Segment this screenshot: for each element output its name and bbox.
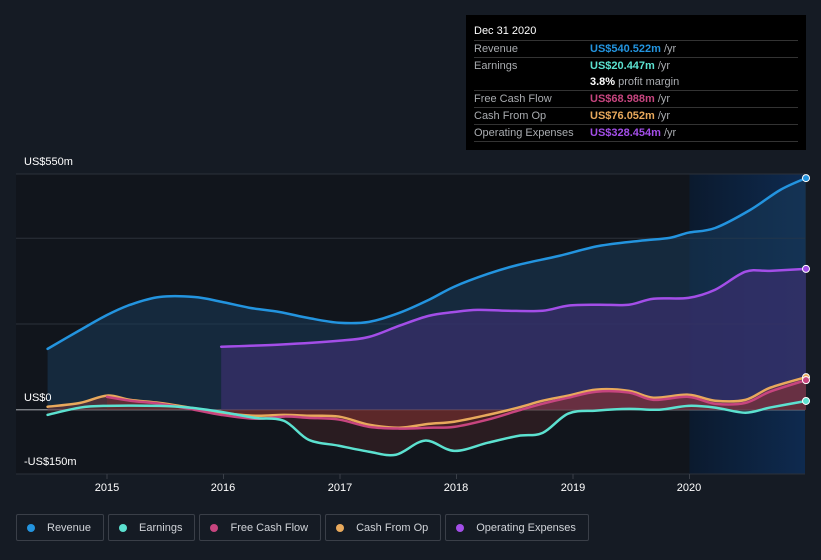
legend-item-earnings[interactable]: Earnings [108, 514, 196, 541]
x-tick-label-2019: 2019 [560, 482, 586, 494]
x-tick-label-2017: 2017 [327, 482, 353, 494]
legend-label: Operating Expenses [476, 521, 576, 534]
legend-dot-icon [210, 523, 219, 532]
tooltip-label: Cash From Op [474, 110, 547, 122]
x-tick-label-2018: 2018 [443, 482, 469, 494]
tooltip-label [474, 74, 590, 90]
tooltip-value: 3.8% [590, 76, 616, 88]
legend-label: Cash From Op [356, 521, 429, 534]
x-tick-label-2016: 2016 [210, 482, 236, 494]
y-tick-label-550: US$550m [24, 156, 73, 168]
x-tick-label-2020: 2020 [676, 482, 702, 494]
operating-expenses-area [221, 268, 807, 410]
operating-expenses-line [219, 267, 808, 348]
earnings-endpoint [802, 396, 810, 405]
tooltip-value: US$540.522m [590, 43, 661, 55]
x-tick-label-2015: 2015 [94, 482, 120, 494]
tooltip-value: US$76.052m [590, 110, 655, 122]
tooltip-unit: /yr [657, 60, 671, 72]
chart-legend: Revenue Earnings Free Cash Flow Cash Fro… [16, 514, 589, 541]
tooltip-unit: /yr [657, 110, 671, 122]
legend-label: Earnings [139, 521, 183, 534]
tooltip-date: Dec 31 2020 [474, 25, 537, 37]
tooltip-row-revenue: Revenue US$540.522m /yr [474, 40, 798, 57]
legend-dot-icon [119, 523, 128, 532]
chart [16, 173, 810, 479]
free-cash-flow-line [105, 378, 808, 430]
y-tick-label-0: US$0 [24, 392, 52, 404]
legend-dot-icon [27, 523, 35, 532]
tooltip-divider [474, 141, 798, 142]
legend-item-operating-expenses[interactable]: Operating Expenses [445, 514, 589, 541]
tooltip-row-operating-expenses: Operating Expenses US$328.454m /yr [474, 124, 798, 141]
tooltip-unit: profit margin [618, 76, 680, 88]
tooltip-label: Revenue [474, 43, 519, 55]
legend-label: Free Cash Flow [230, 521, 309, 534]
tooltip-value: US$328.454m [590, 127, 661, 139]
revenue-line [46, 176, 808, 351]
tooltip-label: Free Cash Flow [474, 93, 552, 105]
revenue-endpoint [802, 174, 810, 183]
legend-dot-icon [456, 523, 465, 532]
tooltip-unit: /yr [663, 43, 677, 55]
legend-label: Revenue [47, 521, 92, 534]
tooltip-label: Operating Expenses [474, 127, 574, 139]
tooltip-label: Earnings [474, 60, 518, 72]
free-cash-flow-endpoint [802, 376, 810, 385]
tooltip-unit: /yr [657, 93, 671, 105]
tooltip-row-earnings: Earnings US$20.447m /yr [474, 57, 798, 74]
tooltip-unit: /yr [663, 127, 677, 139]
tooltip-value: US$68.988m [590, 93, 655, 105]
legend-item-cash-from-op[interactable]: Cash From Op [325, 514, 442, 541]
legend-item-free-cash-flow[interactable]: Free Cash Flow [199, 514, 322, 541]
operating-expenses-endpoint [802, 264, 810, 273]
tooltip-value: US$20.447m [590, 60, 655, 72]
data-tooltip: Dec 31 2020 Revenue US$540.522m /yr Earn… [466, 15, 806, 150]
legend-item-revenue[interactable]: Revenue [16, 514, 105, 541]
y-tick-label-neg150: -US$150m [24, 456, 77, 468]
tooltip-row-cash-from-op: Cash From Op US$76.052m /yr [474, 107, 798, 124]
legend-dot-icon [336, 523, 345, 532]
tooltip-row-free-cash-flow: Free Cash Flow US$68.988m /yr [474, 90, 798, 107]
tooltip-row-profit-margin: 3.8% profit margin [474, 74, 798, 90]
earnings-line [46, 399, 808, 457]
